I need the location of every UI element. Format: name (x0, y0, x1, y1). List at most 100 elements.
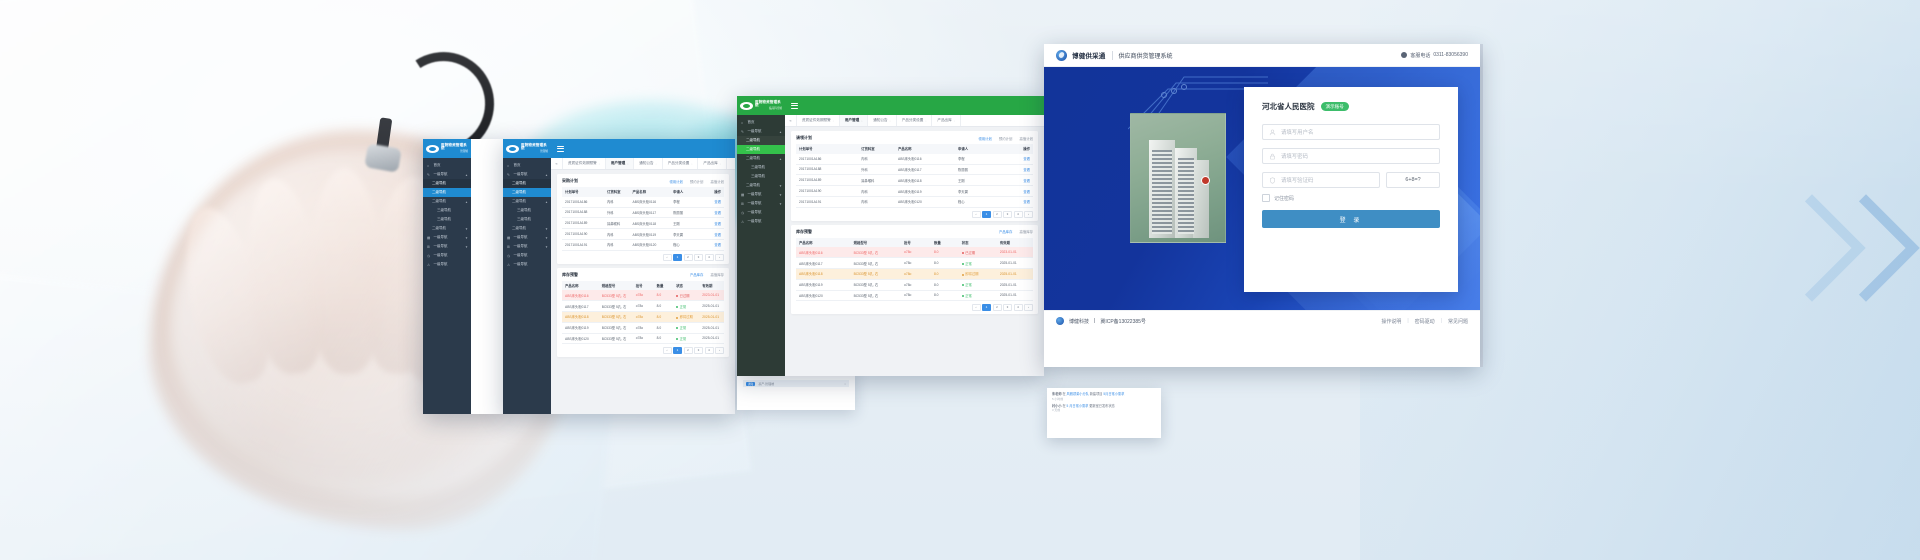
pager-2[interactable]: 2 (683, 253, 693, 261)
table-row[interactable]: 20171001A188 外科 ABS床头柜0117 陈丽丽 查看 (796, 164, 1033, 176)
password-field[interactable]: 请填写密码 (1262, 148, 1440, 164)
tabs-collapse-icon[interactable]: « (551, 158, 563, 169)
sidebar-item-7[interactable]: ▦ 一级导航 ▼ (737, 190, 785, 199)
close-icon[interactable]: ◦ (627, 161, 629, 166)
sidebar-item-home[interactable]: ⌂ 首页 (503, 161, 551, 170)
sidebar-item-7[interactable]: ▦ 一级导航 ▼ (503, 233, 551, 242)
tab-4[interactable]: 产品出库 ◦ (698, 158, 727, 169)
close-icon[interactable]: ◦ (655, 161, 657, 166)
pager-2[interactable]: 2 (683, 347, 693, 355)
stock-pager-green[interactable]: ‹ 1 2 3 4 › (796, 301, 1033, 312)
sidebar-item-9[interactable]: ◷ 一级导航 (503, 251, 551, 260)
table-row[interactable]: 20171001A190 内科 ABS床头柜0119 李天翼 查看 (796, 185, 1033, 197)
pager-›[interactable]: › (715, 347, 724, 355)
sidebar-item-2[interactable]: 二级导航 (423, 188, 471, 197)
pager-‹[interactable]: ‹ (662, 347, 672, 355)
tab-0[interactable]: 资质证件效期预警 ◦ (563, 158, 606, 169)
pager-1[interactable]: 1 (982, 304, 991, 312)
sidebar-item-10[interactable]: ⚠ 一级导航 (423, 260, 471, 269)
sidebar-item-10[interactable]: ⚠ 一级导航 (737, 217, 785, 226)
sidebar-item-8[interactable]: ⊞ 一级导航 ▼ (737, 199, 785, 208)
admin-window-green[interactable]: 医院物资管理系统 临床科室端 ⌂ 首页 ✎ 一级导航 ▲ 二级导航 二级导航 二级导航 ▲ 三级导… (737, 96, 1044, 376)
pager-1[interactable]: 1 (673, 253, 682, 261)
stock-card-links-blue[interactable]: 产品库存 高值库存 (690, 272, 724, 277)
pager-2[interactable]: 2 (992, 210, 1002, 218)
table-row[interactable]: ABS床头柜0120 BC533型 5孔, 右 o78o 8.0 正常 2025-01-0… (562, 333, 724, 345)
pager-3[interactable]: 3 (694, 253, 703, 261)
view-link[interactable]: 查看 (1023, 178, 1030, 183)
table-row[interactable]: ABS床头柜0120 BC533型 5孔, 右 o78o 8.0 正常 2025-01-0… (796, 290, 1033, 302)
sidebar-item-7[interactable]: ▦ 一级导航 ▼ (423, 233, 471, 242)
remember-password-row[interactable]: 记住密码 (1262, 194, 1440, 202)
view-link[interactable]: 查看 (714, 200, 721, 205)
purchase-pager-green[interactable]: ‹ 1 2 3 4 › (796, 208, 1033, 218)
sidebar-item-4[interactable]: 三级导航 (503, 206, 551, 215)
sidebar-item-0[interactable]: ✎ 一级导航 ▲ (423, 170, 471, 179)
sidebar-item-5[interactable]: 三级导航 (737, 172, 785, 181)
card-link-0[interactable]: 产品库存 (689, 273, 704, 278)
stock-pager-blue[interactable]: ‹ 1 2 3 4 › (562, 344, 724, 355)
sidebar-item-6[interactable]: 二级导航 ▼ (503, 224, 551, 233)
sidebar-item-0[interactable]: ✎ 一级导航 ▲ (503, 170, 551, 179)
close-icon[interactable]: ◦ (719, 161, 721, 166)
view-link[interactable]: 查看 (1023, 189, 1030, 194)
notification-item[interactable]: 朱老师 在 风雅颂弟小分队 新建项目 5月日常小需求 5 小时前 (1052, 392, 1156, 401)
table-row[interactable]: ABS床头柜0119 BC533型 5孔, 右 o78o 8.0 正常 2025-01-0… (796, 279, 1033, 291)
view-link[interactable]: 查看 (714, 232, 721, 237)
sidebar-item-2[interactable]: 二级导航 (503, 188, 551, 197)
close-icon[interactable]: ◦ (889, 118, 891, 123)
sidebar-menu-back[interactable]: ⌂ 首页 ✎ 一级导航 ▲ 二级导航 二级导航 二级导航 ▲ 三级导航 三级导航 二级导航 ▼ ▦ 一级导航… (423, 158, 471, 414)
card-link-1[interactable]: 预约计划 (689, 179, 704, 184)
pager-1[interactable]: 1 (673, 347, 682, 355)
sidebar-blue[interactable]: 医院物资管理系统 管理端 ⌂ 首页 ✎ 一级导航 ▲ 二级导航 二级导航 二级导航 ▲ 三级导航三… (503, 139, 551, 414)
username-field[interactable]: 请填写用户名 (1262, 124, 1440, 140)
close-icon[interactable]: ◦ (925, 118, 927, 123)
pager-›[interactable]: › (1024, 304, 1033, 312)
sidebar-item-0[interactable]: ✎ 一级导航 ▲ (737, 127, 785, 136)
view-link[interactable]: 查看 (714, 210, 721, 215)
stock-card-links-green[interactable]: 产品库存 高值库存 (999, 229, 1033, 234)
table-row[interactable]: 20171001A189 耳鼻喉科 ABS床头柜0118 王刚 查看 (562, 217, 724, 230)
sidebar-item-3[interactable]: 二级导航 ▲ (423, 197, 471, 206)
pager-1[interactable]: 1 (982, 210, 991, 218)
footer-link-1[interactable]: 密码驱动 (1414, 318, 1435, 325)
supplier-login-window[interactable]: 博健供采通 供应商供货管理系统 客服电话 0311-83056390 (1044, 44, 1480, 367)
card-link-1[interactable]: 高值库存 (1019, 230, 1033, 235)
sidebar-item-1[interactable]: 二级导航 (503, 179, 551, 188)
notif-target[interactable]: 5 月日常小需求 (1066, 403, 1089, 408)
sidebar-menu-green[interactable]: ⌂ 首页 ✎ 一级导航 ▲ 二级导航 二级导航 二级导航 ▲ 三级导航 三级导航 二级导航 ▼ ▦ 一级导航… (737, 115, 785, 376)
card-link-2[interactable]: 高值计划 (710, 179, 724, 184)
purchase-card-links-green[interactable]: 领用计划 预约计划 高值计划 (978, 136, 1033, 141)
purchase-card-links-blue[interactable]: 领用计划 预约计划 高值计划 (669, 179, 724, 184)
table-row[interactable]: 20171001A191 内科 ABS床头柜0120 程心 查看 (796, 196, 1033, 208)
table-row[interactable]: ABS床头柜0119 BC533型 5孔, 右 o78o 8.0 正常 2025-01-0… (562, 322, 724, 334)
tab-1[interactable]: 用户管理 ◦ (839, 115, 869, 126)
sidebar-item-2[interactable]: 二级导航 (737, 145, 785, 154)
card-link-1[interactable]: 高值库存 (710, 273, 724, 278)
card-link-1[interactable]: 预约计划 (998, 136, 1013, 141)
notif-object[interactable]: 5月日常小需求 (1103, 392, 1125, 396)
close-icon[interactable]: × (844, 381, 846, 386)
view-link[interactable]: 查看 (714, 243, 721, 248)
tab-3[interactable]: 产品分类设置 ◦ (897, 115, 933, 126)
pager-4[interactable]: 4 (704, 253, 714, 261)
table-row[interactable]: 20171001A186 内科 ABS床头柜0116 李程 查看 (796, 153, 1033, 165)
remember-checkbox[interactable] (1262, 194, 1270, 202)
close-icon[interactable]: ◦ (861, 118, 863, 123)
pager-4[interactable]: 4 (1013, 304, 1023, 312)
table-row[interactable]: ABS床头柜0116 BC533型 5孔, 右 o78o 8.0 已过期 2023-01-… (796, 247, 1033, 259)
sidebar-item-home[interactable]: ⌂ 首页 (737, 118, 785, 127)
sidebar-green[interactable]: 医院物资管理系统 临床科室端 ⌂ 首页 ✎ 一级导航 ▲ 二级导航 二级导航 二级导航 ▲ 三级导… (737, 96, 785, 376)
close-icon[interactable]: ◦ (691, 161, 693, 166)
close-icon[interactable]: ◦ (832, 118, 834, 123)
tab-3[interactable]: 产品分类设置 ◦ (663, 158, 699, 169)
close-icon[interactable]: ◦ (598, 161, 600, 166)
admin-window-blue[interactable]: 医院物资管理系统 管理端 ⌂ 首页 ✎ 一级导航 ▲ 二级导航 二级导航 二级导航 ▲ 三级导航三… (503, 139, 735, 414)
table-row[interactable]: 20171001A191 内科 ABS床头柜0120 程心 查看 (562, 239, 724, 251)
sidebar-item-3[interactable]: 二级导航 ▲ (503, 197, 551, 206)
pager-3[interactable]: 3 (1003, 210, 1012, 218)
pager-‹[interactable]: ‹ (971, 304, 981, 312)
sidebar-item-9[interactable]: ◷ 一级导航 (737, 208, 785, 217)
pager-3[interactable]: 3 (694, 347, 703, 355)
menu-toggle-icon[interactable] (791, 102, 798, 109)
